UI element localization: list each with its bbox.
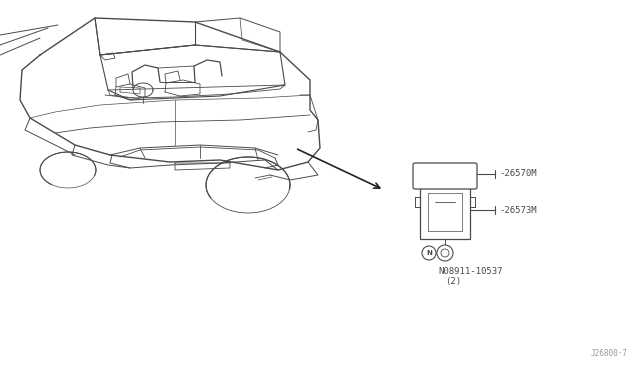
Circle shape [422, 246, 436, 260]
Text: -26573M: -26573M [499, 206, 536, 215]
Bar [420, 187, 470, 239]
Text: N: N [426, 250, 432, 256]
Text: -26570M: -26570M [499, 169, 536, 178]
Circle shape [437, 245, 453, 261]
FancyBboxPatch shape [413, 163, 477, 189]
Text: N08911-10537: N08911-10537 [438, 267, 502, 276]
Text: J26800·7: J26800·7 [591, 349, 628, 358]
Circle shape [441, 249, 449, 257]
Text: (2): (2) [445, 277, 461, 286]
